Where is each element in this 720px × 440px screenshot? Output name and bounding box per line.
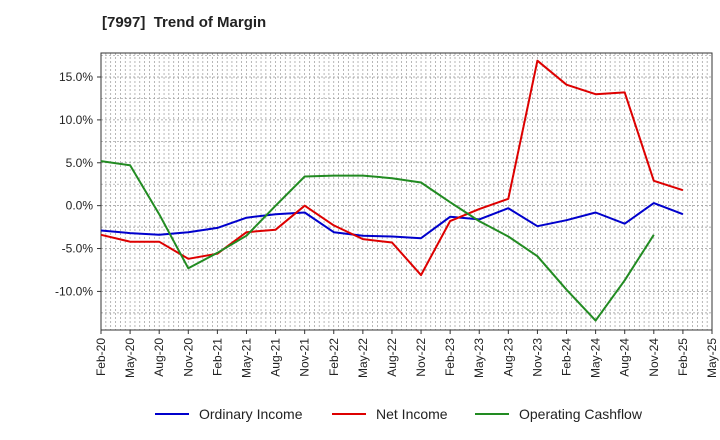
chart-title: [7997] Trend of Margin — [102, 14, 267, 31]
y-tick-label: -10.0% — [55, 284, 93, 298]
x-tick-label: Aug-23 — [501, 338, 515, 377]
legend-label-ordinary-income: Ordinary Income — [199, 406, 303, 422]
legend-swatch-net-income — [332, 413, 366, 415]
legend-label-operating-cashflow: Operating Cashflow — [519, 406, 642, 422]
x-tick-label: Nov-20 — [181, 338, 195, 377]
x-tick-label: May-24 — [589, 338, 603, 378]
series-line-operating-cashflow — [100, 160, 655, 322]
x-tick-label: Nov-21 — [298, 338, 312, 377]
x-tick-label: Feb-20 — [94, 338, 108, 376]
legend-swatch-ordinary-income — [155, 413, 189, 415]
x-tick-label: Aug-20 — [152, 338, 166, 377]
x-tick-label: Feb-25 — [676, 338, 690, 376]
legend-item-ordinary-income: Ordinary Income — [155, 404, 302, 424]
x-tick-label: Aug-24 — [618, 338, 632, 377]
x-tick-label: May-21 — [239, 338, 253, 378]
legend-swatch-operating-cashflow — [475, 413, 509, 415]
x-tick-label: Nov-24 — [647, 338, 661, 377]
x-tick-label: May-23 — [472, 338, 486, 378]
series-line-ordinary-income — [100, 202, 684, 240]
x-tick-label: May-20 — [123, 338, 137, 378]
series-line-net-income — [100, 59, 684, 277]
y-tick-label: -5.0% — [62, 242, 94, 256]
y-tick-label: 0.0% — [66, 199, 94, 213]
x-tick-label: Aug-21 — [269, 338, 283, 377]
legend-item-operating-cashflow: Operating Cashflow — [475, 404, 642, 424]
x-tick-label: Feb-23 — [443, 338, 457, 376]
y-tick-label: 15.0% — [59, 70, 93, 84]
x-tick-label: May-25 — [705, 338, 719, 378]
x-tick-label: Nov-23 — [530, 338, 544, 377]
x-tick-label: Nov-22 — [414, 338, 428, 377]
chart-legend: Ordinary Income Net Income Operating Cas… — [0, 404, 720, 428]
y-tick-label: 10.0% — [59, 113, 93, 127]
x-tick-label: Aug-22 — [385, 338, 399, 377]
x-tick-label: Feb-22 — [327, 338, 341, 376]
plot-frame — [100, 52, 713, 331]
x-tick-label: Feb-24 — [560, 338, 574, 376]
x-tick-label: May-22 — [356, 338, 370, 378]
legend-label-net-income: Net Income — [376, 406, 448, 422]
x-tick-label: Feb-21 — [210, 338, 224, 376]
legend-item-net-income: Net Income — [332, 404, 448, 424]
y-tick-label: 5.0% — [66, 156, 94, 170]
